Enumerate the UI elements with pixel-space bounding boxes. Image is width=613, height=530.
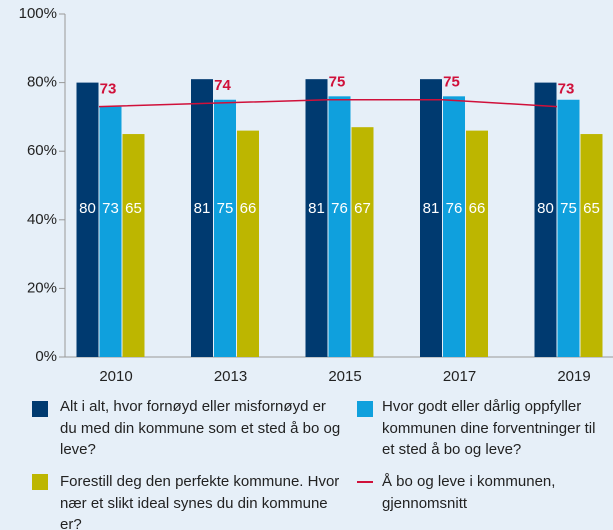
value-label: 66 [240, 200, 257, 217]
value-label: 75 [329, 74, 346, 91]
value-label: 73 [100, 81, 117, 98]
legend-label: Forestill deg den perfekte kommune. Hvor… [60, 473, 340, 530]
bar [305, 79, 328, 358]
x-tick-label: 2015 [328, 368, 361, 385]
bar [351, 127, 374, 357]
bar [534, 82, 557, 357]
line [98, 99, 558, 108]
value-label: 75 [217, 200, 234, 217]
legend-label: Å bo og leve i kommunen, gjennomsnitt [382, 473, 556, 512]
x-tick-label: 2019 [557, 368, 590, 385]
bar [76, 82, 99, 357]
bar [191, 79, 213, 358]
bar [443, 96, 465, 357]
value-label: 80 [79, 200, 96, 217]
value-label: 65 [125, 200, 142, 217]
legend-swatch [357, 401, 373, 417]
value-label: 75 [560, 200, 577, 217]
value-label: 81 [423, 200, 440, 217]
value-label: 65 [583, 200, 600, 217]
bar [466, 130, 488, 357]
bar [420, 79, 442, 358]
bar [99, 106, 122, 357]
legend-swatch [32, 474, 48, 490]
y-tick-label: 0% [35, 348, 57, 365]
value-label: 76 [446, 200, 463, 217]
value-label: 73 [558, 81, 575, 98]
bar [214, 99, 236, 357]
y-tick-label: 60% [27, 142, 57, 159]
value-label: 81 [194, 200, 211, 217]
value-label: 67 [354, 200, 371, 217]
x-tick-label: 2010 [99, 368, 132, 385]
value-label: 74 [214, 77, 231, 94]
y-tick-label: 20% [27, 279, 57, 296]
value-label: 75 [443, 74, 460, 91]
y-tick-label: 80% [27, 74, 57, 91]
legend-line [357, 481, 373, 483]
value-label: 80 [537, 200, 554, 217]
legend-label: Alt i alt, hvor fornøyd eller misfornøyd… [60, 398, 341, 458]
value-label: 66 [469, 200, 486, 217]
y-tick-label: 40% [27, 211, 57, 228]
x-tick-label: 2013 [214, 368, 247, 385]
value-label: 76 [331, 200, 348, 217]
y-tick-label: 100% [19, 5, 57, 22]
bar [328, 96, 351, 357]
bar [557, 99, 580, 357]
bar [580, 134, 603, 357]
value-label: 73 [102, 200, 119, 217]
value-label: 81 [308, 200, 325, 217]
bar [237, 130, 259, 357]
bar [122, 134, 145, 357]
x-tick-label: 2017 [443, 368, 476, 385]
legend-swatch [32, 401, 48, 417]
legend-label: Hvor godt eller dårlig oppfyller kommune… [382, 398, 596, 458]
